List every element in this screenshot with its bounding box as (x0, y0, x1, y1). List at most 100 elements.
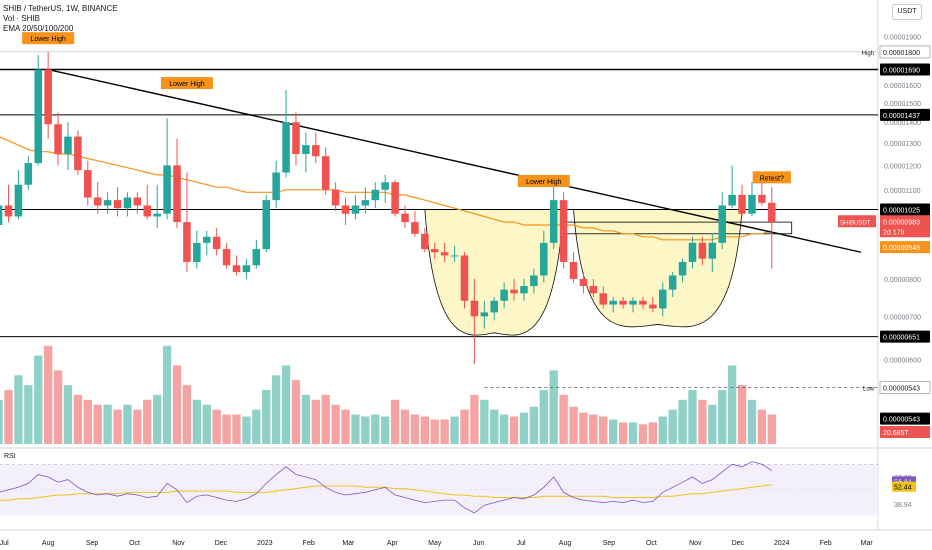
last-price-value: 0.00000983 (883, 219, 920, 226)
rsi-value-label: 52.44 (894, 485, 912, 492)
candle-body (520, 286, 528, 294)
volume-bar (470, 394, 479, 444)
volume-bar (559, 394, 568, 444)
candle-body (242, 265, 251, 273)
currency-unit-button[interactable]: USDT (892, 4, 922, 20)
volume-bar (430, 419, 439, 444)
y-tick-label: 0.00001600 (884, 83, 921, 90)
volume-bar (718, 390, 727, 444)
level-tag-label: 0.00001690 (883, 68, 920, 75)
level-tag-label: 0.00001437 (883, 113, 920, 120)
annotation-box (160, 77, 213, 90)
volume-bar (321, 394, 330, 444)
candle-body (609, 300, 617, 305)
volume-bar (113, 409, 122, 444)
candle-body (193, 242, 201, 262)
candle-body (440, 252, 449, 256)
x-tick-label: 2023 (257, 540, 273, 547)
level-tag-label: 0.00000651 (883, 335, 920, 342)
candle-body (292, 122, 300, 154)
volume-bar (519, 412, 529, 444)
annotation-box (22, 32, 75, 45)
candle-body (163, 165, 171, 214)
volume-bar (499, 414, 509, 444)
x-tick-label: Oct (129, 540, 140, 547)
last-price-box (880, 215, 930, 238)
volume-bar (420, 416, 430, 444)
candle-body (589, 286, 598, 294)
candle-body (768, 202, 776, 223)
candle-body (629, 300, 637, 305)
candle-body (331, 189, 340, 206)
volume-bar (579, 412, 588, 444)
candle-body (0, 205, 3, 225)
volume-bar (509, 416, 519, 444)
candle-body (738, 194, 746, 214)
candle-body (262, 200, 270, 250)
y-tick-label: 0.00000600 (884, 358, 921, 365)
candle-body (391, 182, 399, 214)
volume-bar (14, 375, 23, 444)
volume-bar (480, 399, 489, 444)
candle-body (421, 233, 429, 250)
volume-bar (688, 390, 697, 444)
candle-body (14, 184, 23, 217)
candle-body (84, 170, 92, 198)
volume-bar (678, 399, 687, 444)
y-tick-label: 0.00001400 (884, 120, 921, 127)
candle-body (371, 189, 380, 201)
volume-bar (390, 399, 400, 444)
volume-bar (460, 409, 469, 444)
symbol-tag-box (838, 215, 876, 228)
candle-body (579, 278, 588, 287)
volume-bar (410, 414, 420, 444)
volume-bar (133, 409, 142, 444)
x-tick-label: Oct (646, 540, 657, 547)
candle-body (698, 242, 707, 259)
cup-pattern-2 (573, 209, 743, 328)
candle-body (321, 156, 330, 190)
candle-body (569, 261, 578, 279)
volume-value-box (880, 426, 930, 438)
level-tag (880, 330, 930, 343)
x-tick-label: Jul (0, 540, 9, 547)
candle-body (113, 200, 122, 209)
low-tag-label: 0.00000543 (883, 385, 920, 392)
volume-bar (668, 409, 677, 444)
candle-body (728, 194, 736, 206)
volume-bar (4, 390, 13, 444)
candle-body (758, 194, 766, 203)
candle-body (54, 124, 62, 154)
level-tag (880, 63, 930, 76)
volume-bar (529, 406, 539, 444)
annotation-box (517, 174, 570, 187)
ema-price-box (880, 241, 930, 254)
candle-body (530, 275, 538, 287)
volume-bar (599, 416, 608, 444)
low-value-box (880, 412, 930, 425)
y-tick-label: 0.00001900 (884, 35, 921, 42)
candle-body (222, 249, 231, 266)
x-tick-label: Mar (861, 540, 874, 547)
candle-body (411, 222, 419, 234)
volume-bar (628, 422, 638, 444)
volume-bar (143, 399, 152, 444)
x-tick-label: Aug (559, 540, 572, 547)
candle-body (44, 69, 52, 125)
volume-bar (569, 406, 578, 444)
y-tick-label: 0.00001200 (884, 163, 921, 170)
ema-legend: EMA 20/50/100/200 (3, 24, 74, 33)
y-tick-label: 0.00000700 (884, 314, 921, 321)
annotation-label: Lower High (526, 179, 562, 186)
volume-bar (648, 422, 657, 444)
candle-body (93, 197, 102, 206)
candle-body (540, 242, 548, 276)
candle-body (252, 249, 261, 266)
candle-body (232, 265, 241, 273)
volume-bar (34, 355, 43, 444)
volume-bar (271, 375, 281, 444)
volume-bar (162, 345, 172, 444)
rsi-line (0, 461, 773, 514)
annotation-label: Lower High (30, 36, 66, 43)
